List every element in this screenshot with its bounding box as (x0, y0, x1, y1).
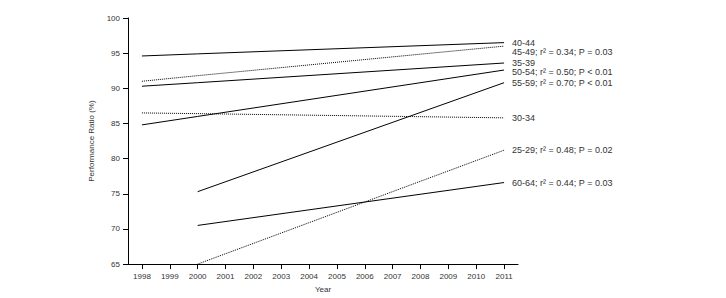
svg-text:80: 80 (111, 154, 120, 163)
svg-text:30-34: 30-34 (512, 113, 535, 123)
svg-text:50-54; r² = 0.50; P < 0.01: 50-54; r² = 0.50; P < 0.01 (512, 67, 612, 77)
svg-text:90: 90 (111, 84, 120, 93)
svg-text:65: 65 (111, 260, 120, 269)
svg-text:2001: 2001 (217, 272, 235, 281)
svg-text:60-64; r² = 0.44; P = 0.03: 60-64; r² = 0.44; P = 0.03 (512, 178, 612, 188)
svg-text:95: 95 (111, 49, 120, 58)
svg-text:2007: 2007 (384, 272, 402, 281)
svg-text:2006: 2006 (356, 272, 374, 281)
svg-text:2010: 2010 (467, 272, 485, 281)
svg-text:75: 75 (111, 189, 120, 198)
svg-text:2005: 2005 (328, 272, 346, 281)
svg-text:2003: 2003 (272, 272, 290, 281)
svg-text:25-29; r² = 0.48; P = 0.02: 25-29; r² = 0.48; P = 0.02 (512, 145, 612, 155)
svg-text:2008: 2008 (412, 272, 430, 281)
svg-text:45-49; r² = 0.34; P = 0.03: 45-49; r² = 0.34; P = 0.03 (512, 47, 612, 57)
svg-text:1998: 1998 (133, 272, 151, 281)
svg-text:1999: 1999 (161, 272, 179, 281)
svg-text:2011: 2011 (495, 272, 513, 281)
svg-text:35-39: 35-39 (512, 58, 536, 68)
svg-text:85: 85 (111, 119, 120, 128)
svg-text:70: 70 (111, 224, 120, 233)
svg-text:40-44: 40-44 (512, 37, 536, 48)
svg-text:2002: 2002 (244, 272, 262, 281)
svg-text:100: 100 (107, 14, 121, 23)
svg-text:2009: 2009 (439, 272, 457, 281)
svg-text:2000: 2000 (189, 272, 207, 281)
svg-text:Year: Year (315, 285, 332, 294)
svg-text:Performance Ratio (%): Performance Ratio (%) (87, 100, 96, 182)
svg-text:55-59; r² = 0.70; P < 0.01: 55-59; r² = 0.70; P < 0.01 (512, 78, 612, 88)
svg-text:2004: 2004 (300, 272, 318, 281)
